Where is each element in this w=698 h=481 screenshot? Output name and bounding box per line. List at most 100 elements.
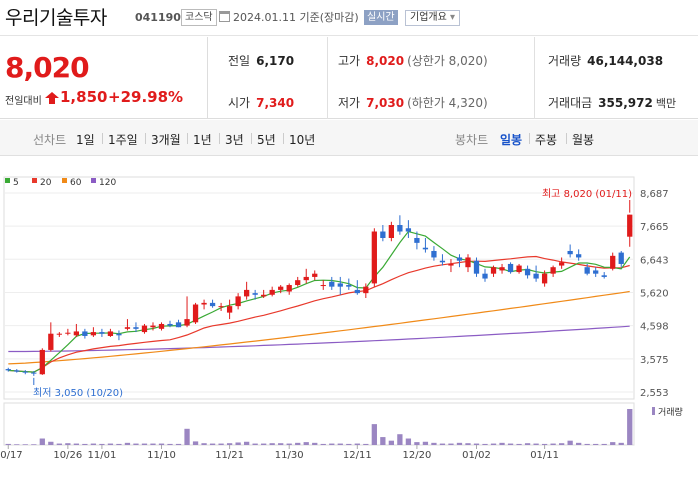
candle-chart-label: 봉차트 bbox=[455, 133, 489, 147]
candle-body bbox=[618, 252, 624, 264]
candle-body bbox=[184, 319, 190, 326]
divider bbox=[566, 133, 567, 144]
divider bbox=[187, 133, 188, 144]
x-tick-label: 01/11 bbox=[530, 450, 559, 461]
amount-unit: 백만 bbox=[655, 97, 677, 110]
candle-body bbox=[14, 370, 20, 372]
period-tab-7[interactable]: 10년 bbox=[289, 133, 316, 147]
candle-body bbox=[346, 285, 352, 287]
volume-bar bbox=[5, 443, 11, 445]
candle-body bbox=[303, 276, 309, 281]
candle-body bbox=[278, 286, 284, 290]
period-tab-3[interactable]: 3개월 bbox=[151, 133, 181, 147]
volume-bar bbox=[82, 443, 88, 445]
volume-bar bbox=[601, 443, 607, 445]
change-value: 1,850 bbox=[60, 88, 108, 106]
period-tab-2[interactable]: 1주일 bbox=[108, 133, 138, 147]
prev-close-value: 6,170 bbox=[256, 54, 295, 68]
realtime-button[interactable]: 실시간 bbox=[364, 10, 398, 25]
amount-label: 거래대금 bbox=[548, 96, 593, 110]
line-chart-label: 선차트 bbox=[33, 133, 67, 147]
volume-value: 46,144,038 bbox=[587, 54, 664, 68]
candle-body bbox=[601, 275, 607, 277]
candle-body bbox=[226, 306, 233, 313]
candle-tab-3[interactable]: 월봉 bbox=[572, 133, 595, 147]
chart-period-bar: 선차트 1일 1주일 3개월 1년 3년 5년 10년 봉차트 일봉 주봉 월봉 bbox=[0, 120, 698, 156]
candle-tab-1[interactable]: 일봉 bbox=[500, 133, 523, 147]
period-tab-5[interactable]: 3년 bbox=[225, 133, 244, 147]
volume-bar bbox=[48, 441, 54, 445]
x-tick-label: 11/30 bbox=[275, 450, 304, 461]
candle-body bbox=[107, 331, 114, 336]
candle-body bbox=[388, 225, 395, 238]
stock-code: 041190 bbox=[135, 11, 181, 24]
candle-body bbox=[167, 323, 173, 326]
volume-bar bbox=[73, 443, 80, 445]
divider bbox=[145, 133, 146, 144]
volume-bar bbox=[397, 434, 403, 445]
divider bbox=[251, 133, 252, 144]
x-tick-label: 10/17 bbox=[0, 450, 23, 461]
volume-bar bbox=[405, 438, 412, 445]
volume-bar bbox=[380, 437, 386, 445]
current-price: 8,020 bbox=[5, 51, 90, 84]
candle-body bbox=[39, 349, 45, 375]
change-percent: +29.98% bbox=[108, 88, 184, 106]
volume-bar bbox=[558, 443, 565, 445]
candle-body bbox=[337, 283, 343, 287]
volume-legend-swatch bbox=[652, 407, 655, 415]
volume-bar bbox=[175, 443, 182, 445]
divider bbox=[102, 133, 103, 144]
volume-bar bbox=[490, 443, 497, 445]
volume-bar bbox=[541, 443, 548, 445]
volume-bar bbox=[346, 443, 352, 445]
chevron-down-icon: ▾ bbox=[450, 12, 456, 23]
volume-bar bbox=[90, 443, 97, 445]
candle-body bbox=[73, 331, 80, 336]
x-tick-label: 12/20 bbox=[402, 450, 431, 461]
candle-body bbox=[576, 254, 582, 258]
volume-bar bbox=[226, 443, 233, 445]
candle-body bbox=[116, 333, 122, 336]
y-tick-label: 6,643 bbox=[640, 255, 669, 266]
volume-bar bbox=[354, 443, 360, 445]
candle-body bbox=[209, 302, 216, 307]
candle-body bbox=[627, 214, 633, 237]
volume-bar bbox=[448, 443, 454, 445]
volume-bar bbox=[516, 443, 522, 445]
period-tab-4[interactable]: 1년 bbox=[193, 133, 212, 147]
candle-tab-2[interactable]: 주봉 bbox=[535, 133, 558, 147]
amount-value: 355,972 bbox=[598, 96, 653, 110]
candle-body bbox=[235, 296, 241, 307]
volume-bar bbox=[201, 443, 207, 445]
divider bbox=[327, 37, 328, 119]
legend-label: 5 bbox=[13, 178, 19, 188]
candle-body bbox=[56, 333, 62, 335]
candle-body bbox=[593, 270, 599, 274]
candle-body bbox=[558, 262, 565, 266]
candle-body bbox=[90, 332, 97, 336]
candle-body bbox=[439, 260, 446, 263]
stock-name: 우리기술투자 bbox=[5, 7, 107, 29]
candle-body bbox=[201, 302, 207, 305]
trade-amount: 거래대금 355,972 백만 bbox=[548, 94, 676, 111]
candle-body bbox=[124, 327, 131, 329]
volume-bar bbox=[431, 442, 437, 445]
volume-bar bbox=[261, 443, 267, 445]
volume-bar bbox=[337, 443, 343, 445]
ma60-line bbox=[8, 290, 630, 365]
price-summary: 8,020 전일대비 1,850 +29.98% 전일 6,170 시가 7,340… bbox=[0, 37, 698, 119]
volume-bar bbox=[295, 442, 301, 445]
volume-panel bbox=[3, 402, 635, 446]
period-tab-1[interactable]: 1일 bbox=[76, 133, 95, 147]
volume-bar bbox=[39, 438, 45, 445]
period-tab-6[interactable]: 5년 bbox=[257, 133, 276, 147]
candle-body bbox=[150, 325, 156, 328]
company-overview-button[interactable]: 기업개요 ▾ bbox=[405, 10, 461, 26]
volume-label: 거래량 bbox=[658, 406, 683, 418]
candle-body bbox=[133, 327, 139, 329]
candle-body bbox=[31, 372, 37, 374]
volume-label: 거래량 bbox=[548, 54, 582, 68]
volume-bar bbox=[329, 443, 335, 445]
y-tick-label: 3,575 bbox=[640, 355, 669, 366]
